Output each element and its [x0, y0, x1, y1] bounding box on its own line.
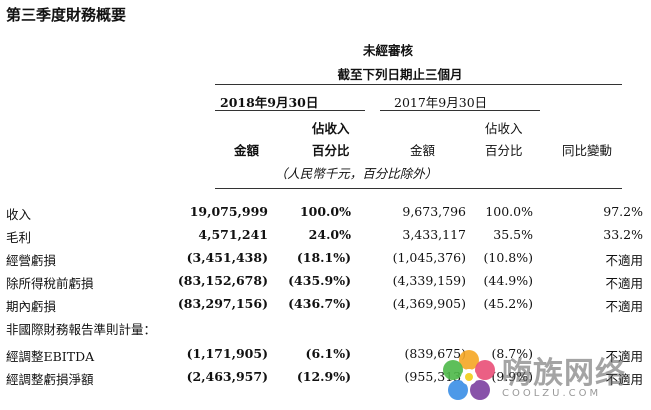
- table-top-rule: [215, 188, 622, 189]
- cur-amount: (1,171,905): [186, 346, 268, 361]
- yoy-change: 不適用: [605, 349, 643, 364]
- cur-pct: (6.1%): [305, 346, 351, 361]
- yoy-change: 33.2%: [603, 227, 643, 242]
- prior-amount: (839,675): [404, 346, 466, 361]
- cur-amount: (83,152,678): [177, 273, 268, 288]
- watermark-text: 嗨族网络: [502, 356, 626, 391]
- period-heading: 截至下列日期止三個月: [337, 67, 463, 82]
- period-prior-rule: [380, 110, 540, 111]
- col-cur-pct-top: 佔收入: [312, 121, 350, 136]
- cur-pct: (12.9%): [296, 369, 351, 384]
- prior-amount: 3,433,117: [402, 227, 466, 242]
- prior-pct: 35.5%: [493, 227, 533, 242]
- row-label: 經調整虧損淨額: [6, 372, 94, 387]
- row-label: 經調整EBITDA: [6, 349, 95, 364]
- page-title: 第三季度財務概要: [6, 6, 127, 24]
- header-rule: [215, 84, 622, 85]
- table-row: 經營虧損 (3,451,438) (18.1%) (1,045,376) (10…: [0, 250, 651, 272]
- prior-pct: (44.9%): [483, 273, 533, 288]
- prior-pct: (8.7%): [491, 346, 533, 361]
- row-label: 經營虧損: [6, 253, 57, 268]
- watermark-subtext: COOLZU.COM: [502, 388, 602, 399]
- period-current-rule: [215, 110, 365, 111]
- col-cur-amount: 金額: [234, 143, 260, 158]
- audit-status-heading: 未經審核: [362, 43, 414, 58]
- cur-pct: (435.9%): [288, 273, 351, 288]
- row-label: 毛利: [6, 230, 32, 245]
- cur-pct: (18.1%): [296, 250, 351, 265]
- table-row: 毛利 4,571,241 24.0% 3,433,117 35.5% 33.2%: [0, 227, 651, 249]
- yoy-change: 不適用: [605, 372, 643, 387]
- table-row: 收入 19,075,999 100.0% 9,673,796 100.0% 97…: [0, 204, 651, 226]
- col-yoy: 同比變動: [562, 143, 613, 158]
- prior-pct: (45.2%): [483, 296, 533, 311]
- unit-note: （人民幣千元，百分比除外）: [274, 166, 438, 181]
- prior-pct: (10.8%): [483, 250, 533, 265]
- prior-amount: (4,339,159): [392, 273, 466, 288]
- cur-amount: (2,463,957): [186, 369, 268, 384]
- non-ifrs-heading: 非國際財務報告準則計量：: [6, 322, 157, 337]
- col-prior-pct-top: 佔收入: [485, 121, 523, 136]
- row-label: 收入: [6, 207, 32, 222]
- table-row: 經調整EBITDA (1,171,905) (6.1%) (839,675) (…: [0, 346, 651, 368]
- table-row: 經調整虧損淨額 (2,463,957) (12.9%) (955,313) (9…: [0, 369, 651, 391]
- flower-logo-icon: [443, 350, 495, 400]
- cur-pct: 100.0%: [299, 204, 351, 219]
- cur-amount: (83,297,156): [177, 296, 268, 311]
- prior-amount: 9,673,796: [402, 204, 466, 219]
- cur-pct: 24.0%: [308, 227, 351, 242]
- prior-amount: (1,045,376): [392, 250, 466, 265]
- cur-amount: 4,571,241: [198, 227, 268, 242]
- yoy-change: 不適用: [605, 276, 643, 291]
- prior-pct: (9.9%): [491, 369, 533, 384]
- prior-pct: 100.0%: [485, 204, 533, 219]
- cur-pct: (436.7%): [288, 296, 351, 311]
- col-prior-pct-bottom: 百分比: [485, 143, 523, 158]
- yoy-change: 97.2%: [603, 204, 643, 219]
- yoy-change: 不適用: [605, 253, 643, 268]
- prior-amount: (4,369,905): [392, 296, 466, 311]
- col-prior-amount: 金額: [410, 143, 436, 158]
- period-current: 2018年9月30日: [220, 95, 319, 110]
- yoy-change: 不適用: [605, 299, 643, 314]
- period-prior: 2017年9月30日: [394, 95, 488, 110]
- col-cur-pct-bottom: 百分比: [312, 143, 350, 158]
- cur-amount: (3,451,438): [186, 250, 268, 265]
- row-label: 除所得稅前虧損: [6, 276, 94, 291]
- row-label: 期內虧損: [6, 299, 57, 314]
- table-row: 期內虧損 (83,297,156) (436.7%) (4,369,905) (…: [0, 296, 651, 318]
- table-row: 除所得稅前虧損 (83,152,678) (435.9%) (4,339,159…: [0, 273, 651, 295]
- cur-amount: 19,075,999: [189, 204, 268, 219]
